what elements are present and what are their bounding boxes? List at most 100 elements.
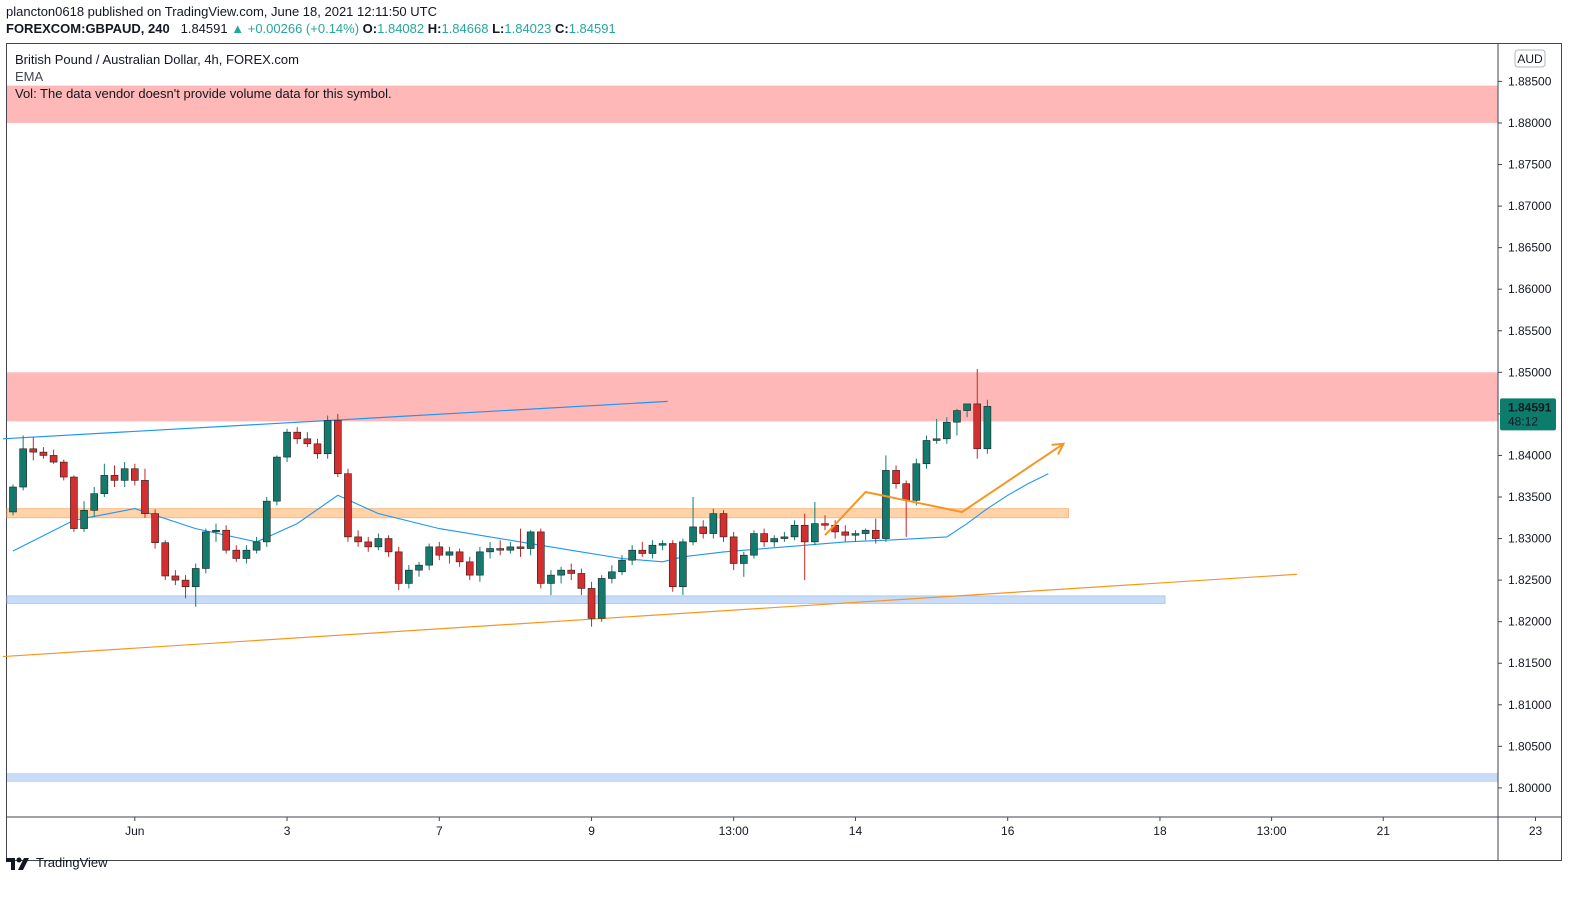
candle-body[interactable] (892, 470, 900, 484)
candle-body[interactable] (415, 564, 423, 571)
candle-body[interactable] (861, 529, 870, 534)
candle-body[interactable] (90, 493, 98, 511)
candle-body[interactable] (557, 569, 565, 576)
candle-body[interactable] (455, 551, 464, 563)
candle-body[interactable] (293, 431, 302, 440)
candle-body[interactable] (344, 473, 352, 538)
candle-body[interactable] (973, 403, 982, 450)
candle-body[interactable] (222, 529, 230, 551)
candle-body[interactable] (9, 486, 17, 513)
candle-body[interactable] (252, 541, 261, 551)
candle-body[interactable] (699, 526, 708, 534)
candle-body[interactable] (679, 541, 687, 588)
candle-body[interactable] (942, 421, 951, 440)
candle-body[interactable] (80, 509, 88, 529)
top-red-band[interactable] (7, 85, 1498, 123)
candle-body[interactable] (59, 461, 68, 478)
candle-body[interactable] (283, 431, 291, 458)
candle-body[interactable] (131, 468, 139, 481)
symbol-label[interactable]: FOREXCOM:GBPAUD, 240 (6, 21, 170, 36)
candle-body[interactable] (709, 513, 718, 534)
candle-body[interactable] (405, 569, 413, 584)
candle-body[interactable] (790, 524, 799, 538)
candle-body[interactable] (394, 551, 403, 584)
candle-body[interactable] (658, 543, 667, 546)
candle-body[interactable] (618, 559, 626, 573)
candle-body[interactable] (608, 571, 616, 579)
lower-trendline[interactable] (2, 573, 1298, 658)
legend-title[interactable]: British Pound / Australian Dollar, 4h, F… (15, 52, 299, 67)
candle-body[interactable] (202, 531, 210, 569)
candle-body[interactable] (628, 549, 636, 561)
candle-body[interactable] (902, 483, 911, 501)
candle-body[interactable] (577, 573, 586, 589)
candle-body[interactable] (953, 410, 961, 423)
candle-body[interactable] (333, 420, 342, 475)
candle-body[interactable] (638, 549, 647, 554)
projection-path[interactable] (824, 442, 1065, 536)
chart-frame[interactable] (6, 43, 1562, 861)
candle-body[interactable] (536, 531, 545, 584)
candle-body[interactable] (496, 548, 505, 551)
candle-body[interactable] (242, 549, 251, 559)
candle-body[interactable] (547, 574, 555, 584)
candle-body[interactable] (262, 500, 271, 543)
candle-body[interactable] (516, 546, 525, 549)
candle-body[interactable] (384, 538, 393, 553)
candle-body[interactable] (435, 546, 444, 556)
candle-body[interactable] (800, 524, 809, 543)
tradingview-logo[interactable]: TradingView (6, 855, 108, 870)
upper-trendline[interactable] (2, 400, 668, 440)
candle-body[interactable] (151, 513, 159, 544)
candle-body[interactable] (323, 420, 332, 455)
candle-body[interactable] (465, 561, 474, 576)
currency-label-box[interactable] (1514, 49, 1546, 68)
candle-body[interactable] (232, 549, 241, 559)
candle-body[interactable] (912, 463, 921, 501)
candle-body[interactable] (191, 568, 200, 588)
candle-body[interactable] (19, 448, 27, 488)
candle-body[interactable] (739, 554, 748, 564)
candle-body[interactable] (445, 551, 454, 556)
candle-body[interactable] (374, 538, 383, 548)
last-price-badge[interactable] (1500, 398, 1556, 431)
candle-body[interactable] (871, 529, 880, 539)
candle-body[interactable] (29, 448, 38, 453)
resistance-zone[interactable] (7, 372, 1498, 422)
candle-body[interactable] (729, 536, 738, 564)
candle-body[interactable] (719, 513, 728, 538)
candle-body[interactable] (476, 551, 484, 576)
candle-body[interactable] (811, 523, 819, 543)
candle-body[interactable] (750, 533, 758, 556)
candle-body[interactable] (120, 468, 129, 481)
candle-body[interactable] (273, 456, 281, 502)
candle-body[interactable] (141, 480, 149, 514)
candle-body[interactable] (181, 579, 190, 588)
support-zone-orange[interactable] (7, 508, 1069, 518)
candle-body[interactable] (526, 531, 535, 549)
support-zone-blue[interactable] (7, 595, 1166, 604)
candle-body[interactable] (425, 546, 433, 566)
candle-body[interactable] (39, 451, 48, 456)
candle-body[interactable] (171, 575, 180, 581)
candle-body[interactable] (770, 538, 779, 543)
candle-body[interactable] (161, 542, 170, 577)
candle-body[interactable] (668, 543, 677, 588)
candle-body[interactable] (882, 470, 890, 539)
currency-label[interactable]: AUD (1517, 52, 1543, 66)
candle-body[interactable] (303, 438, 312, 445)
candle-body[interactable] (100, 475, 109, 494)
candle-body[interactable] (821, 523, 829, 526)
candle-body[interactable] (70, 476, 78, 529)
candle-body[interactable] (648, 544, 657, 554)
candle-body[interactable] (110, 475, 119, 481)
candle-body[interactable] (922, 440, 931, 465)
candle-body[interactable] (841, 531, 850, 536)
candle-body[interactable] (932, 438, 941, 441)
candle-body[interactable] (49, 455, 58, 463)
candle-body[interactable] (597, 578, 606, 619)
candle-body[interactable] (486, 548, 494, 553)
candle-body[interactable] (780, 536, 789, 539)
bottom-blue-band[interactable] (7, 772, 1498, 783)
